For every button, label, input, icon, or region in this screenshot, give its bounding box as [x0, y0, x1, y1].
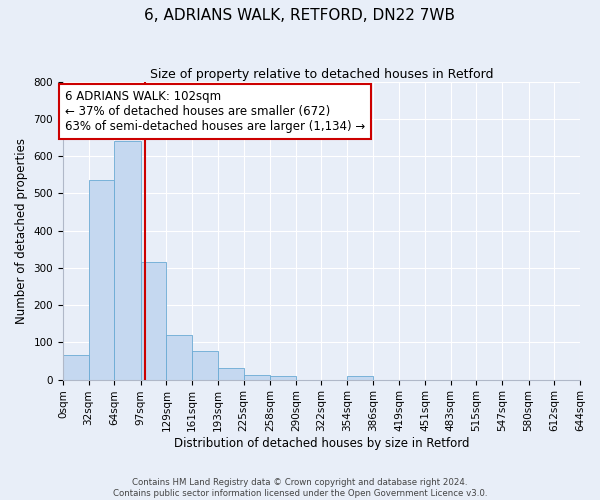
X-axis label: Distribution of detached houses by size in Retford: Distribution of detached houses by size …: [174, 437, 469, 450]
Bar: [141, 262, 166, 380]
Bar: [63, 356, 89, 380]
Text: Contains HM Land Registry data © Crown copyright and database right 2024.
Contai: Contains HM Land Registry data © Crown c…: [113, 478, 487, 498]
Bar: [270, 376, 296, 380]
Bar: [218, 368, 244, 380]
Bar: [244, 375, 270, 380]
Y-axis label: Number of detached properties: Number of detached properties: [15, 138, 28, 324]
Bar: [114, 140, 141, 380]
Bar: [192, 352, 218, 380]
Bar: [166, 335, 192, 380]
Text: 6, ADRIANS WALK, RETFORD, DN22 7WB: 6, ADRIANS WALK, RETFORD, DN22 7WB: [145, 8, 455, 22]
Bar: [347, 376, 373, 380]
Bar: [89, 180, 114, 380]
Title: Size of property relative to detached houses in Retford: Size of property relative to detached ho…: [150, 68, 493, 80]
Text: 6 ADRIANS WALK: 102sqm
← 37% of detached houses are smaller (672)
63% of semi-de: 6 ADRIANS WALK: 102sqm ← 37% of detached…: [65, 90, 365, 133]
